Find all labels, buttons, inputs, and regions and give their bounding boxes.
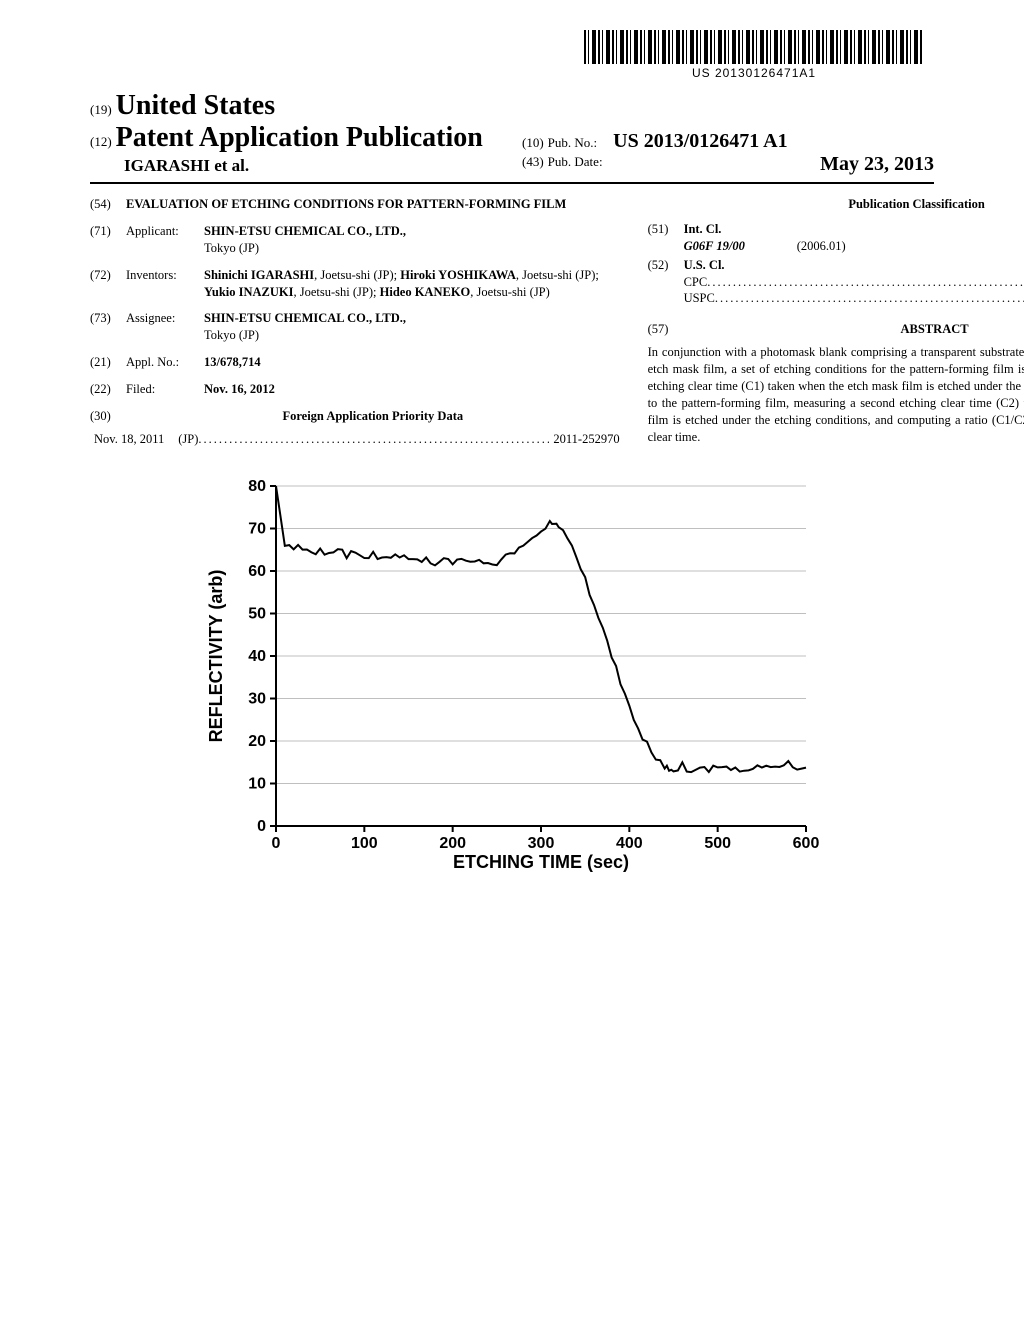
uscl-label: U.S. Cl. — [684, 258, 725, 272]
field-30: (30) Foreign Application Priority Data — [90, 408, 620, 425]
heading-row: (19) United States (12) Patent Applicati… — [90, 90, 934, 184]
label-applno: Appl. No.: — [126, 354, 204, 371]
svg-text:60: 60 — [248, 563, 266, 580]
reflectivity-chart: 0 100 200 300 400 500 600 0 10 20 30 40 50 60 70 80 ETCH… — [202, 476, 822, 876]
title: EVALUATION OF ETCHING CONDITIONS FOR PAT… — [126, 196, 620, 213]
field-71: (71) Applicant: SHIN-ETSU CHEMICAL CO., … — [90, 223, 620, 257]
abstract-label: ABSTRACT — [901, 322, 969, 336]
num-72: (72) — [90, 267, 126, 301]
field-21: (21) Appl. No.: 13/678,714 — [90, 354, 620, 371]
right-column: Publication Classification (51) Int. Cl.… — [648, 196, 1024, 448]
svg-text:70: 70 — [248, 520, 266, 537]
svg-text:300: 300 — [528, 835, 555, 852]
svg-text:80: 80 — [248, 478, 266, 495]
intcl-label: Int. Cl. — [684, 222, 722, 236]
field-72: (72) Inventors: Shinichi IGARASHI, Joets… — [90, 267, 620, 301]
heading-right: (10) Pub. No.: US 2013/0126471 A1 (43) P… — [502, 130, 934, 176]
applno-value: 13/678,714 — [204, 355, 261, 369]
pubdate-line: (43) Pub. Date: May 23, 2013 — [522, 153, 934, 171]
assignee-city: Tokyo (JP) — [204, 328, 259, 342]
label-inventors: Inventors: — [126, 267, 204, 301]
assignee-name: SHIN-ETSU CHEMICAL CO., LTD., — [204, 311, 406, 325]
line-19: (19) United States — [90, 90, 502, 122]
field-51: (51) Int. Cl. G06F 19/00 (2006.01) — [648, 221, 1024, 255]
barcode-block: US 20130126471A1 — [90, 30, 924, 82]
label-applicant: Applicant: — [126, 223, 204, 257]
pubno-line: (10) Pub. No.: US 2013/0126471 A1 — [522, 130, 934, 153]
abstract-text: In conjunction with a photomask blank co… — [648, 344, 1024, 445]
cpc-label: CPC — [684, 274, 708, 291]
label-assignee: Assignee: — [126, 310, 204, 344]
num-30: (30) — [90, 408, 126, 425]
publication-type: Patent Application Publication — [116, 122, 483, 153]
pubdate-label: Pub. Date: — [548, 154, 603, 169]
num-10: (10) — [522, 135, 544, 150]
applicant-city: Tokyo (JP) — [204, 241, 259, 255]
pubno-label: Pub. No.: — [548, 135, 597, 150]
pubdate-value: May 23, 2013 — [820, 153, 934, 176]
svg-text:40: 40 — [248, 648, 266, 665]
svg-text:600: 600 — [793, 835, 820, 852]
svg-text:100: 100 — [351, 835, 378, 852]
dot-leader — [715, 290, 1024, 307]
num-22: (22) — [90, 381, 126, 398]
priority-cc: (JP) — [164, 431, 198, 448]
authors-short: IGARASHI et al. — [90, 156, 502, 176]
num-52: (52) — [648, 257, 684, 308]
svg-text:10: 10 — [248, 775, 266, 792]
barcode-text: US 20130126471A1 — [584, 66, 924, 80]
svg-text:200: 200 — [439, 835, 466, 852]
uspc-label: USPC — [684, 290, 715, 307]
num-21: (21) — [90, 354, 126, 371]
svg-text:30: 30 — [248, 690, 266, 707]
field-22: (22) Filed: Nov. 16, 2012 — [90, 381, 620, 398]
svg-text:ETCHING TIME (sec): ETCHING TIME (sec) — [453, 852, 629, 872]
num-71: (71) — [90, 223, 126, 257]
field-52: (52) U.S. Cl. CPC G06F 19/00 (2013.01) U… — [648, 257, 1024, 308]
chart-container: 0 100 200 300 400 500 600 0 10 20 30 40 50 60 70 80 ETCH… — [90, 476, 934, 876]
pubno-value: US 2013/0126471 A1 — [613, 130, 787, 152]
heading-left: (19) United States (12) Patent Applicati… — [90, 90, 502, 176]
applicant-name: SHIN-ETSU CHEMICAL CO., LTD., — [204, 224, 406, 238]
field-54: (54) EVALUATION OF ETCHING CONDITIONS FO… — [90, 196, 620, 213]
country: United States — [116, 90, 275, 121]
label-filed: Filed: — [126, 381, 204, 398]
svg-text:0: 0 — [272, 835, 281, 852]
num-19: (19) — [90, 102, 112, 117]
intcl-code: G06F 19/00 — [684, 239, 745, 253]
priority-row: Nov. 18, 2011 (JP) 2011-252970 — [90, 431, 620, 448]
svg-text:50: 50 — [248, 605, 266, 622]
dot-leader — [198, 431, 549, 448]
barcode: US 20130126471A1 — [584, 30, 924, 80]
applicant-body: SHIN-ETSU CHEMICAL CO., LTD., Tokyo (JP) — [204, 223, 620, 257]
inventors-body: Shinichi IGARASHI, Joetsu-shi (JP); Hiro… — [204, 267, 620, 301]
num-57: (57) — [648, 321, 684, 338]
intcl-year: (2006.01) — [797, 239, 846, 253]
svg-text:0: 0 — [257, 818, 266, 835]
priority-date: Nov. 18, 2011 — [94, 431, 164, 448]
priority-no: 2011-252970 — [549, 431, 619, 448]
field-73: (73) Assignee: SHIN-ETSU CHEMICAL CO., L… — [90, 310, 620, 344]
filed-value: Nov. 16, 2012 — [204, 382, 275, 396]
line-12: (12) Patent Application Publication — [90, 122, 502, 154]
dot-leader — [707, 274, 1024, 291]
num-12: (12) — [90, 134, 112, 149]
cpc-row: CPC G06F 19/00 (2013.01) — [684, 274, 1024, 291]
num-73: (73) — [90, 310, 126, 344]
svg-text:400: 400 — [616, 835, 643, 852]
uspc-row: USPC 216/41 — [684, 290, 1024, 307]
svg-text:20: 20 — [248, 733, 266, 750]
num-54: (54) — [90, 196, 126, 213]
num-51: (51) — [648, 221, 684, 255]
svg-text:REFLECTIVITY (arb): REFLECTIVITY (arb) — [206, 569, 226, 742]
num-43: (43) — [522, 154, 544, 169]
svg-text:500: 500 — [704, 835, 731, 852]
assignee-body: SHIN-ETSU CHEMICAL CO., LTD., Tokyo (JP) — [204, 310, 620, 344]
biblio-columns: (54) EVALUATION OF ETCHING CONDITIONS FO… — [90, 196, 934, 448]
pubclass-heading: Publication Classification — [648, 196, 1024, 213]
left-column: (54) EVALUATION OF ETCHING CONDITIONS FO… — [90, 196, 620, 448]
barcode-stripes — [584, 30, 924, 64]
foreign-priority-title: Foreign Application Priority Data — [282, 409, 463, 423]
field-57: (57) ABSTRACT — [648, 321, 1024, 338]
